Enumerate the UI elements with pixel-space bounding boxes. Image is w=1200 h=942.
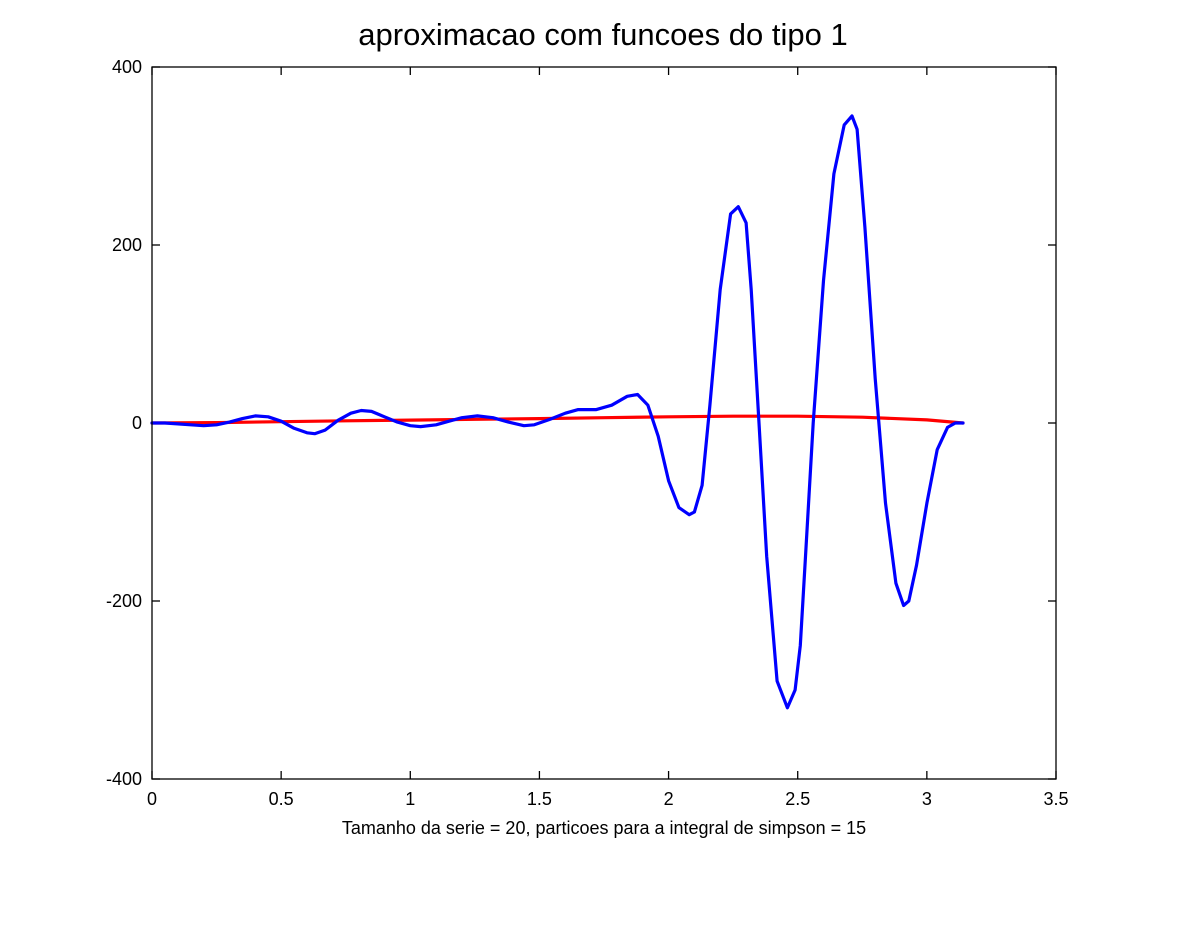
x-tick-label: 3.5	[1043, 789, 1068, 809]
y-tick-label: 400	[112, 57, 142, 77]
x-tick-label: 0	[147, 789, 157, 809]
x-tick-label: 1	[405, 789, 415, 809]
plot-frame	[151, 66, 1057, 780]
x-tick-label: 2.5	[785, 789, 810, 809]
series-line-red	[150, 414, 965, 425]
x-axis-label: Tamanho da serie = 20, particoes para a …	[342, 818, 866, 838]
x-tick-label: 2	[664, 789, 674, 809]
y-tick-label: 0	[132, 413, 142, 433]
x-tick-label: 3	[922, 789, 932, 809]
y-tick-label: -400	[106, 769, 142, 789]
chart-title: aproximacao com funcoes do tipo 1	[358, 17, 847, 52]
axis-tick-labels: 0 0.5 1 1.5 2 2.5 3 3.5 -400 -200 0 200 400	[106, 57, 1069, 809]
x-tick-label: 0.5	[269, 789, 294, 809]
y-tick-label: 200	[112, 235, 142, 255]
y-tick-label: -200	[106, 591, 142, 611]
x-tick-label: 1.5	[527, 789, 552, 809]
series-group	[150, 114, 965, 710]
series-line-blue	[150, 114, 965, 710]
